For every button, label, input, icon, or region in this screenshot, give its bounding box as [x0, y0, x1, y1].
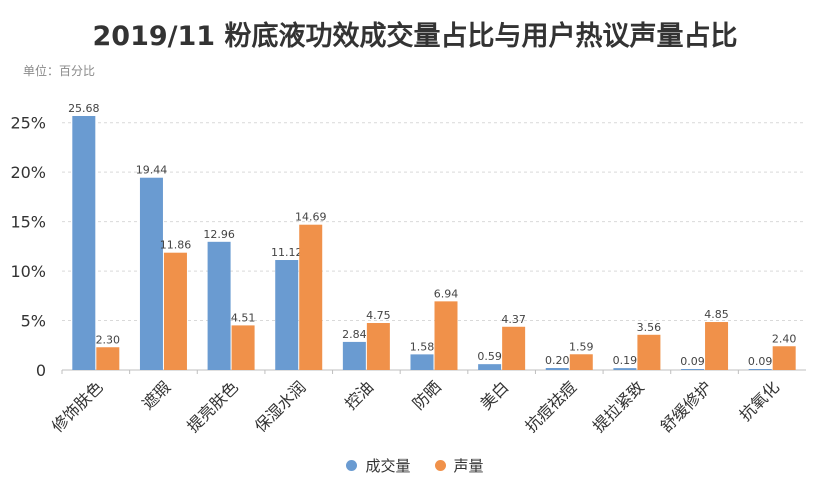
legend: 成交量 声量	[0, 455, 830, 476]
data-label: 0.59	[477, 350, 502, 363]
x-tick-label: 美白	[476, 377, 512, 413]
data-label: 0.09	[680, 355, 705, 368]
data-label: 0.20	[545, 354, 570, 367]
x-tick-label: 提亮肤色	[183, 377, 242, 436]
data-label: 14.69	[295, 211, 327, 224]
data-label: 1.59	[569, 340, 594, 353]
bar-series1	[139, 177, 163, 370]
data-label: 0.09	[748, 355, 773, 368]
legend-marker-series1	[346, 460, 358, 471]
data-label: 4.75	[366, 309, 391, 322]
bar-series1	[410, 354, 434, 370]
data-label: 0.19	[613, 354, 638, 367]
bar-series2	[231, 325, 255, 370]
bar-series2	[569, 354, 593, 370]
data-label: 4.85	[704, 308, 729, 321]
data-label: 11.12	[271, 246, 303, 259]
legend-label-series2: 声量	[453, 457, 484, 475]
chart-title: 2019/11 粉底液功效成交量占比与用户热议声量占比	[92, 21, 738, 52]
bar-series2	[366, 323, 390, 370]
legend-label-series1: 成交量	[365, 457, 411, 475]
bar-series1	[478, 364, 502, 370]
data-label: 1.58	[410, 340, 435, 353]
y-tick-label: 10%	[10, 262, 46, 281]
legend-item-series1[interactable]: 成交量	[346, 455, 411, 476]
bar-series2	[637, 334, 661, 370]
data-label: 3.56	[637, 321, 662, 334]
unit-label: 单位：百分比	[23, 64, 96, 78]
data-label: 4.37	[501, 313, 526, 326]
bar-chart: 0 5% 10% 15% 20% 25% 25.68 2.30 修饰肤色 19.44 11.86 遮瑕…	[10, 102, 806, 436]
bar-series2	[163, 252, 187, 370]
data-label: 2.40	[772, 332, 797, 345]
x-tick-label: 舒缓修护	[657, 377, 716, 436]
bar-series1	[72, 116, 96, 370]
x-tick-label: 保湿水润	[251, 377, 310, 436]
bar-series2	[705, 322, 729, 370]
bar-series1	[545, 368, 569, 370]
y-tick-label: 5%	[21, 312, 46, 331]
bar-series2	[299, 224, 323, 370]
data-label: 2.30	[96, 333, 121, 346]
data-label: 25.68	[68, 102, 100, 115]
legend-item-series2[interactable]: 声量	[434, 455, 484, 476]
bar-series2	[96, 347, 120, 370]
x-tick-label: 控油	[341, 377, 377, 413]
data-label: 12.96	[203, 228, 235, 241]
data-label: 6.94	[434, 287, 459, 300]
legend-marker-series2	[434, 460, 446, 471]
bar-series1	[207, 241, 231, 370]
x-tick-label: 遮瑕	[138, 377, 174, 413]
bar-series2	[772, 346, 796, 370]
data-label: 19.44	[136, 164, 168, 177]
y-tick-label: 20%	[10, 163, 46, 182]
y-tick-label: 25%	[10, 114, 46, 133]
data-label: 2.84	[342, 328, 367, 341]
bar-series1	[342, 341, 366, 370]
x-tick-label: 提拉紧致	[589, 377, 648, 436]
bar-series2	[434, 301, 458, 370]
data-label: 11.86	[160, 239, 192, 252]
bar-series1	[613, 368, 637, 370]
bar-series1	[275, 260, 299, 370]
x-tick-label: 抗氧化	[736, 377, 783, 424]
x-tick-label: 修饰肤色	[48, 377, 107, 436]
data-label: 4.51	[231, 311, 256, 324]
bar-series1	[748, 369, 772, 370]
y-tick-label: 0	[36, 361, 46, 380]
x-tick-label: 防晒	[409, 377, 445, 413]
bar-series1	[681, 369, 705, 370]
bar-series2	[502, 326, 526, 370]
y-tick-label: 15%	[10, 213, 46, 232]
x-tick-label: 抗痘祛痘	[521, 377, 580, 436]
